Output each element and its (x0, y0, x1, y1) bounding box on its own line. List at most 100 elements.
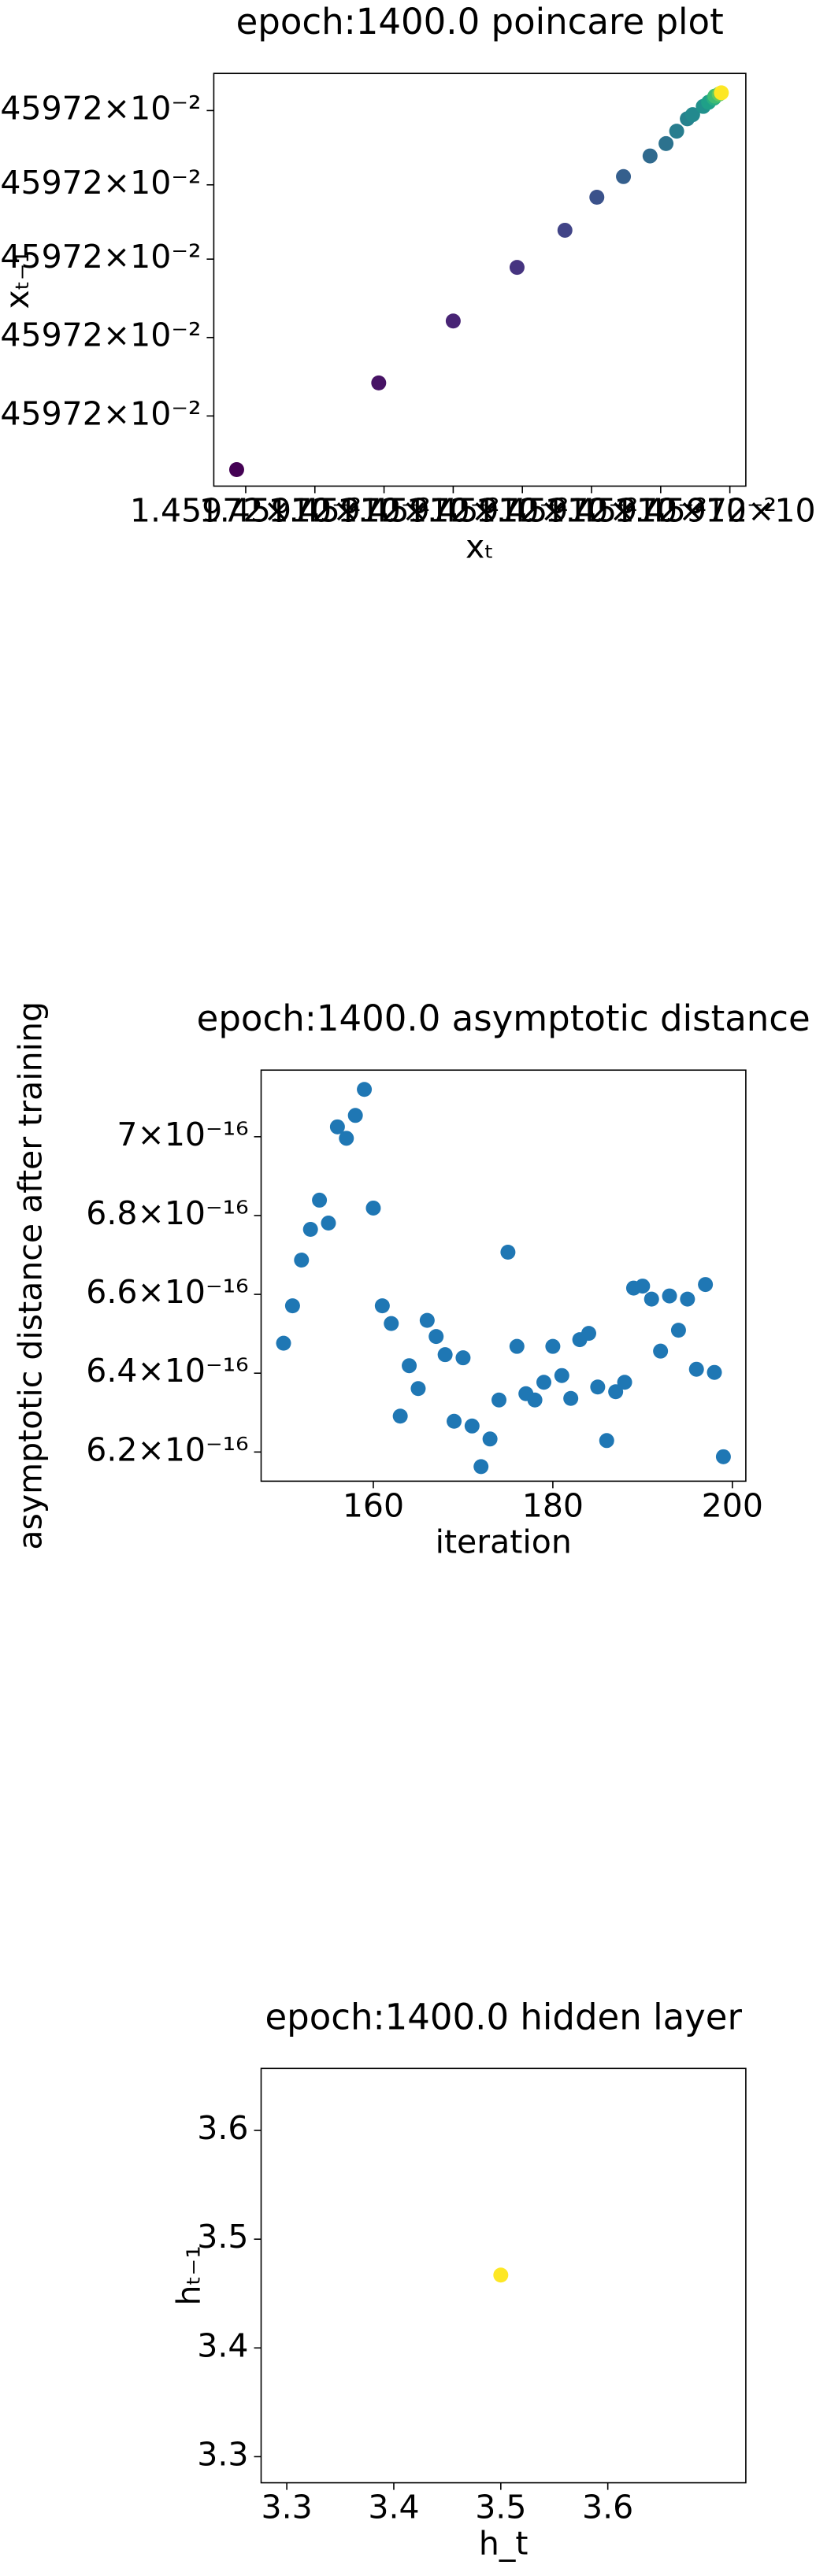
point (419, 1312, 435, 1328)
y-tick-label: 3.3 (197, 2435, 248, 2473)
x-tick-label: 1.45972×10⁻² (406, 491, 638, 529)
point (347, 1108, 363, 1123)
y-tick-label: 1.45972×10⁻² (0, 164, 201, 202)
x-tick-label: 1.45972×10⁻² (269, 491, 500, 529)
point (608, 1384, 624, 1400)
point (428, 1329, 444, 1345)
plot-frame (260, 2067, 747, 2484)
point (669, 124, 684, 139)
point (455, 1350, 471, 1366)
point (662, 1288, 677, 1304)
point (509, 1338, 525, 1354)
point (545, 1338, 561, 1354)
point (402, 1358, 417, 1374)
y-tick-label: 6.8×10⁻¹⁶ (86, 1194, 248, 1232)
x-axis-label: iteration (436, 1523, 572, 1560)
point (714, 85, 729, 101)
point (670, 1323, 686, 1338)
point (339, 1131, 354, 1146)
point (617, 1375, 632, 1390)
point (294, 1253, 310, 1268)
x-tick-label: 1.45972×10⁻² (545, 491, 777, 529)
point (365, 1200, 381, 1216)
point (228, 461, 244, 477)
x-tick-label: 3.6 (582, 2489, 633, 2526)
x-tick-label: 3.4 (368, 2489, 419, 2526)
point (554, 1368, 569, 1383)
point (284, 1298, 300, 1314)
point (437, 1347, 453, 1363)
point (312, 1192, 328, 1208)
y-tick-label: 6.4×10⁻¹⁶ (86, 1352, 248, 1390)
point (644, 1291, 659, 1307)
x-tick-label: 3.3 (261, 2489, 313, 2526)
point (653, 1343, 669, 1359)
point (493, 2267, 509, 2283)
x-axis-label: h_t (479, 2525, 529, 2563)
y-tick-label: 1.45972×10⁻² (0, 238, 201, 276)
point (680, 1291, 695, 1307)
y-tick-label: 1.45972×10⁻² (0, 316, 201, 354)
point (329, 1119, 345, 1134)
point (321, 1215, 336, 1231)
chart-title: epoch:1400.0 asymptotic distance (197, 997, 810, 1039)
point (374, 1298, 390, 1314)
point (445, 313, 461, 329)
x-axis-label: xₜ (465, 527, 494, 565)
y-tick-label: 3.6 (197, 2109, 248, 2147)
point (371, 375, 387, 390)
point (536, 1375, 551, 1390)
point (563, 1390, 579, 1406)
point (509, 260, 525, 276)
point (527, 1392, 543, 1408)
point (384, 1316, 399, 1331)
y-axis-label: asymptotic distance after training (11, 1001, 49, 1550)
point (658, 135, 674, 151)
y-tick-label: 3.5 (197, 2218, 248, 2256)
point (500, 1245, 516, 1260)
point (276, 1335, 291, 1351)
chart-title: epoch:1400.0 hidden layer (265, 1996, 742, 2037)
point (482, 1431, 498, 1447)
y-tick-label: 6.6×10⁻¹⁶ (86, 1273, 248, 1311)
y-tick-label: 7×10⁻¹⁶ (117, 1116, 248, 1153)
x-tick-label: 200 (702, 1486, 763, 1524)
point (684, 107, 700, 123)
point (557, 222, 573, 238)
y-tick-label: 1.45972×10⁻² (0, 394, 201, 432)
x-tick-label: 1.45972×10⁻² (614, 491, 816, 529)
x-tick-label: 1.45972×10⁻² (199, 491, 431, 529)
point (580, 1326, 596, 1342)
point (590, 1379, 606, 1395)
point (698, 1277, 714, 1293)
point (642, 148, 658, 164)
plot-frame (213, 72, 747, 487)
point (599, 1433, 614, 1449)
point (635, 1279, 651, 1294)
x-tick-label: 1.45972×10⁻² (130, 491, 362, 529)
point (473, 1459, 489, 1475)
point (688, 1361, 704, 1377)
point (447, 1413, 462, 1429)
plot-frame (260, 1069, 747, 1482)
point (616, 168, 632, 184)
point (715, 1449, 731, 1464)
y-tick-label: 6.2×10⁻¹⁶ (86, 1430, 248, 1468)
x-tick-label: 3.5 (475, 2489, 526, 2526)
point (410, 1381, 426, 1397)
point (707, 1364, 722, 1380)
point (491, 1392, 507, 1408)
y-axis-label: hₜ₋₁ (169, 2245, 207, 2305)
point (357, 1082, 373, 1097)
x-tick-label: 1.45972×10⁻² (337, 491, 569, 529)
point (392, 1408, 408, 1424)
point (464, 1418, 480, 1434)
x-tick-label: 1.45972×10⁻² (476, 491, 707, 529)
chart-title: epoch:1400.0 poincare plot (236, 1, 724, 43)
point (589, 190, 605, 205)
y-tick-label: 3.4 (197, 2326, 248, 2364)
x-tick-label: 180 (522, 1486, 584, 1524)
point (302, 1221, 318, 1237)
x-tick-label: 160 (343, 1486, 404, 1524)
